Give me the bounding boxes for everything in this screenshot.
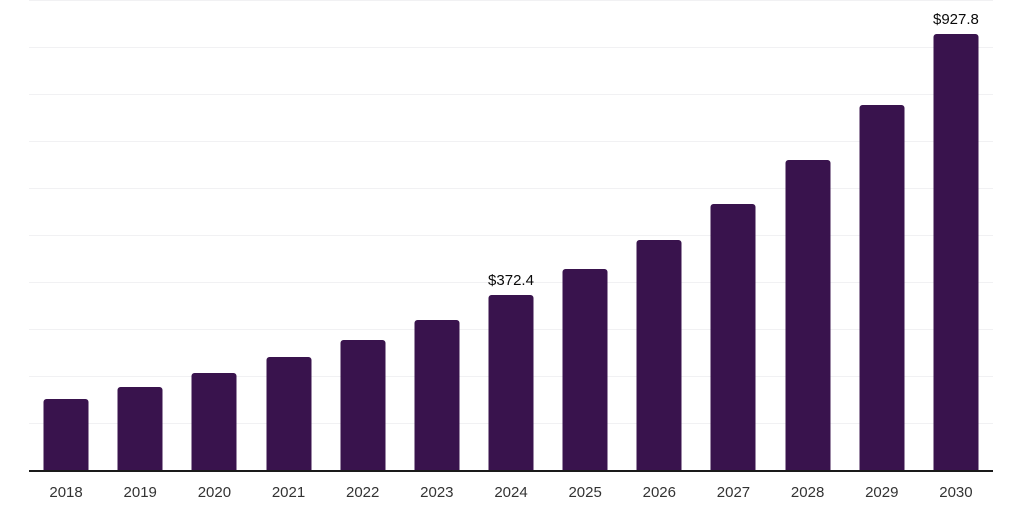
x-tick-2025: 2025 <box>568 484 602 501</box>
gridline-600 <box>29 188 993 189</box>
x-axis-line <box>29 470 993 472</box>
x-tick-2022: 2022 <box>346 484 380 501</box>
x-tick-2026: 2026 <box>642 484 676 501</box>
bar-2029 <box>859 104 905 470</box>
plot-area: $372.4 $927.8 <box>29 0 993 470</box>
bar-2021 <box>266 356 312 470</box>
x-tick-2020: 2020 <box>197 484 232 501</box>
bar-2022 <box>340 340 386 470</box>
x-tick-2023: 2023 <box>420 484 454 501</box>
x-tick-2021: 2021 <box>271 484 306 501</box>
bar-2020 <box>191 372 237 470</box>
gridline-500 <box>29 235 993 236</box>
bar-2026 <box>636 239 682 470</box>
value-label-2030: $927.8 <box>932 10 979 28</box>
gridline-900 <box>29 47 993 48</box>
bar-2024 <box>488 294 534 470</box>
gridline-1000 <box>29 0 993 1</box>
x-tick-2024: 2024 <box>494 484 528 501</box>
gridline-700 <box>29 141 993 142</box>
bar-2019 <box>117 386 163 470</box>
bar-2028 <box>785 160 831 470</box>
x-tick-2027: 2027 <box>716 484 751 501</box>
bar-2030 <box>933 33 979 470</box>
bar-2018 <box>43 398 89 470</box>
x-tick-2030: 2030 <box>939 484 973 501</box>
x-tick-2029: 2029 <box>865 484 899 501</box>
gridline-400 <box>29 282 993 283</box>
bar-2025 <box>562 269 608 470</box>
x-tick-2028: 2028 <box>790 484 825 501</box>
x-tick-2019: 2019 <box>123 484 157 501</box>
gridline-800 <box>29 94 993 95</box>
bar-2023 <box>414 319 460 470</box>
x-tick-2018: 2018 <box>49 484 83 501</box>
value-label-2024: $372.4 <box>488 271 534 289</box>
bar-2027 <box>710 203 756 470</box>
